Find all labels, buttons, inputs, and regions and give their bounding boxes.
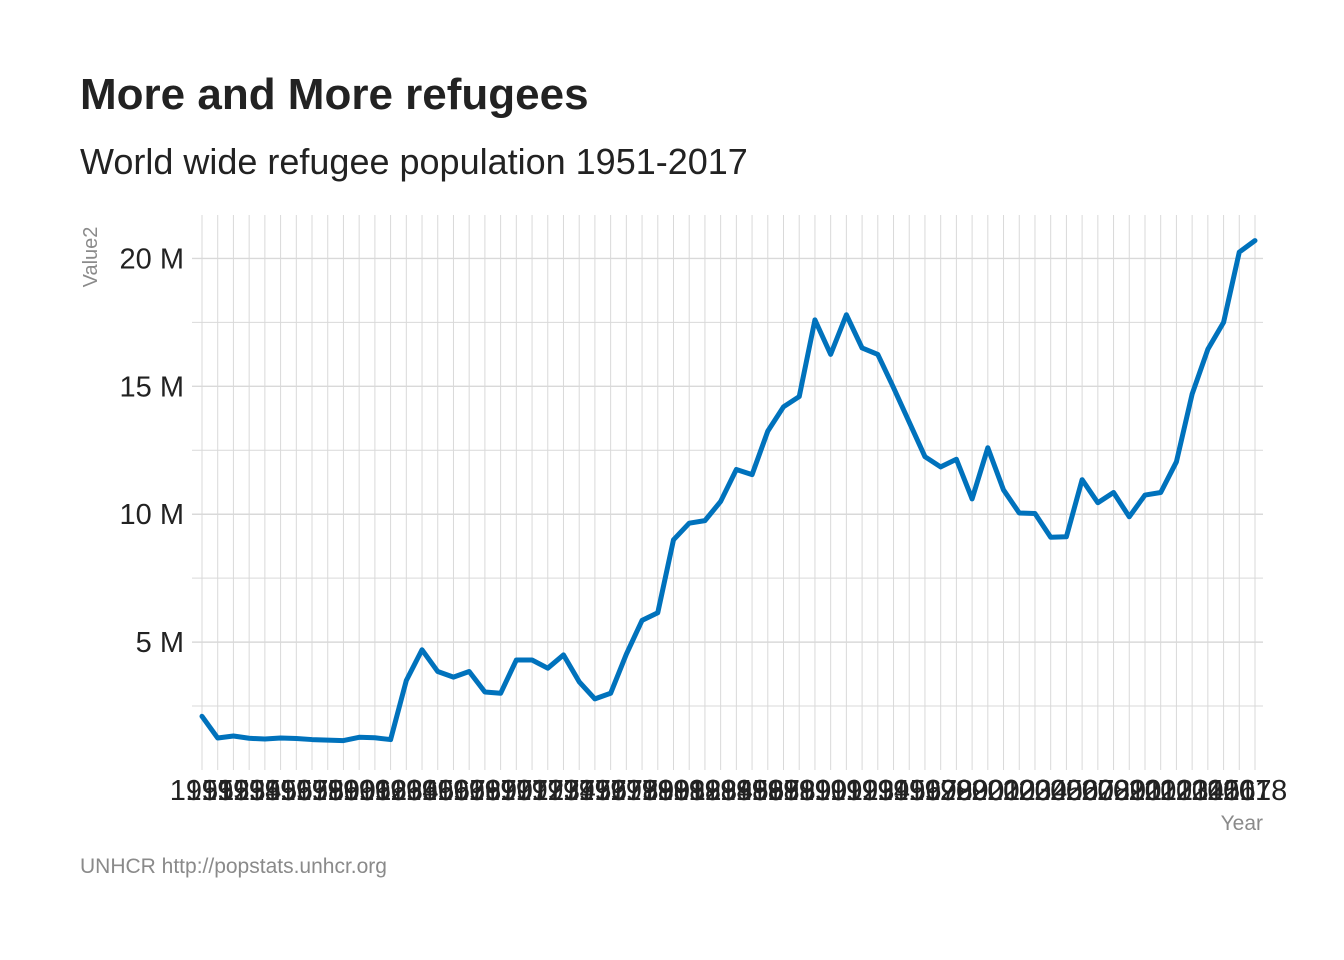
x-tick-label: 1951 [170, 775, 235, 807]
x-tick-label: 1986 [720, 775, 785, 807]
x-tick-label: 1984 [688, 775, 753, 807]
x-tick-label: 1973 [516, 775, 581, 807]
chart-title: More and More refugees [80, 70, 589, 119]
x-tick-label: 2014 [1160, 775, 1225, 807]
x-tick-label: 1963 [358, 775, 423, 807]
x-tick-label: 1953 [201, 775, 266, 807]
x-tick-label: 1985 [704, 775, 769, 807]
x-tick-label: 1954 [217, 775, 282, 807]
x-tick-label: 1974 [531, 775, 596, 807]
x-tick-label: 1955 [233, 775, 298, 807]
x-tick-label: 2008 [1066, 775, 1131, 807]
x-tick-label: 2012 [1128, 775, 1193, 807]
y-tick-label: 5 M [136, 627, 184, 659]
x-tick-label: 1961 [327, 775, 392, 807]
x-tick-label: 2007 [1050, 775, 1115, 807]
x-tick-label: 1969 [453, 775, 518, 807]
x-tick-label: 1970 [468, 775, 533, 807]
x-tick-label: 1962 [343, 775, 408, 807]
x-tick-label: 1967 [421, 775, 486, 807]
x-tick-label: 1976 [563, 775, 628, 807]
x-tick-label: 1952 [185, 775, 250, 807]
y-axis-label: Value2 [80, 227, 102, 288]
x-tick-label: 1972 [500, 775, 565, 807]
y-tick-label: 20 M [120, 243, 184, 275]
x-tick-label: 1994 [846, 775, 911, 807]
x-tick-label: 2004 [1003, 775, 1068, 807]
x-tick-label: 1960 [311, 775, 376, 807]
x-tick-label: 2003 [987, 775, 1052, 807]
x-tick-label: 1982 [657, 775, 722, 807]
x-tick-label: 1995 [861, 775, 926, 807]
chart-subtitle: World wide refugee population 1951-2017 [80, 141, 748, 182]
x-tick-label: 1965 [390, 775, 455, 807]
x-tick-label: 1977 [578, 775, 643, 807]
x-tick-label: 1980 [626, 775, 691, 807]
x-tick-label: 2002 [971, 775, 1036, 807]
x-tick-label: 2006 [1034, 775, 1099, 807]
x-tick-label: 1981 [641, 775, 706, 807]
x-tick-label: 1992 [814, 775, 879, 807]
source-caption: UNHCR http://popstats.unhcr.org [80, 855, 387, 878]
x-tick-label: 1997 [893, 775, 958, 807]
x-tick-label: 2017 [1207, 775, 1272, 807]
x-tick-label: 1991 [798, 775, 863, 807]
x-tick-label: 1978 [594, 775, 659, 807]
x-tick-label: 2011 [1114, 775, 1176, 807]
x-tick-label: 1990 [783, 775, 848, 807]
series-line-group [199, 238, 1258, 744]
x-tick-label: 1993 [830, 775, 895, 807]
x-tick-label: 1983 [673, 775, 738, 807]
x-tick-label: 2000 [940, 775, 1005, 807]
x-tick-label: 2016 [1191, 775, 1256, 807]
x-tick-label: 1989 [767, 775, 832, 807]
x-tick-label: 1956 [248, 775, 313, 807]
x-tick-label: 2015 [1176, 775, 1241, 807]
x-tick-label: 1988 [751, 775, 816, 807]
x-tick-label: 1971 [484, 775, 549, 807]
x-tick-label: 1998 [908, 775, 973, 807]
x-tick-label: 1964 [374, 775, 439, 807]
x-axis-label: Year [1221, 812, 1263, 835]
y-tick-label: 15 M [120, 371, 184, 403]
x-tick-label: 1975 [547, 775, 612, 807]
x-tick-label: 2009 [1081, 775, 1146, 807]
x-tick-label: 1957 [264, 775, 329, 807]
x-tick-label: 2010 [1097, 775, 1162, 807]
y-axis-ticks: 5 M 10 M 15 M 20 M [120, 243, 184, 659]
x-tick-label: 1968 [437, 775, 502, 807]
x-tick-label: 1979 [610, 775, 675, 807]
x-tick-label: 2005 [1018, 775, 1083, 807]
x-tick-label: 2013 [1144, 775, 1209, 807]
x-tick-label: 1959 [295, 775, 360, 807]
x-tick-label: 1996 [877, 775, 942, 807]
x-tick-label: 2018 [1223, 775, 1288, 807]
series-line-0 [199, 238, 1258, 744]
x-tick-label: 1958 [280, 775, 345, 807]
x-tick-label: 1966 [405, 775, 470, 807]
y-tick-label: 10 M [120, 499, 184, 531]
x-tick-label: 2001 [956, 775, 1021, 807]
x-axis-ticks: 1951195219531954195519561957195819591960… [170, 775, 1288, 807]
x-tick-label: 1987 [736, 775, 801, 807]
x-tick-label: 1999 [924, 775, 989, 807]
